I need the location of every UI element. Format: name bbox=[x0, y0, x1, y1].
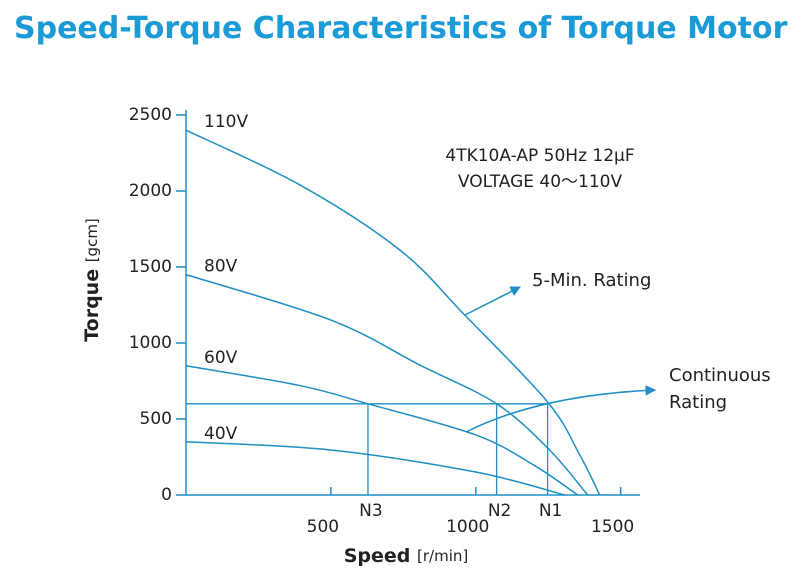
curve bbox=[185, 365, 579, 496]
annotation: Continuous bbox=[669, 365, 771, 386]
curve bbox=[185, 273, 589, 496]
x-unit: [r/min] bbox=[417, 547, 468, 565]
x-label: Speed bbox=[344, 545, 411, 567]
speed-label: N3 bbox=[359, 501, 383, 521]
speed-label: N2 bbox=[488, 501, 512, 521]
annotation: Rating bbox=[669, 392, 727, 413]
annotation-arrow bbox=[464, 286, 521, 316]
chart-title: Speed-Torque Characteristics of Torque M… bbox=[14, 11, 788, 46]
series-label: 60V bbox=[204, 348, 238, 368]
series-label: 40V bbox=[204, 424, 238, 444]
y-label: Torque bbox=[81, 269, 103, 342]
y-tick-label: 500 bbox=[140, 409, 172, 429]
annotation: 5-Min. Rating bbox=[532, 270, 651, 291]
x-tick-label: 1500 bbox=[591, 517, 634, 537]
y-tick-label: 1000 bbox=[129, 333, 172, 353]
series-label: 80V bbox=[204, 257, 238, 277]
y-tick-label: 1500 bbox=[129, 257, 172, 277]
model-line: VOLTAGE 40～110V bbox=[458, 172, 623, 192]
curve bbox=[185, 129, 601, 496]
x-axis-label: Speed [r/min] bbox=[344, 545, 469, 567]
y-unit: [gcm] bbox=[83, 218, 101, 262]
y-tick-label: 2000 bbox=[129, 181, 172, 201]
x-tick-label: 1000 bbox=[446, 517, 489, 537]
annotation-arrow bbox=[465, 385, 657, 433]
speed-label: N1 bbox=[539, 501, 563, 521]
curve bbox=[185, 441, 565, 496]
x-tick-label: 500 bbox=[307, 517, 339, 537]
model-line: 4TK10A-AP 50Hz 12μF bbox=[445, 146, 634, 166]
series-label: 110V bbox=[204, 112, 248, 132]
y-tick-label: 2500 bbox=[129, 105, 172, 125]
y-tick-label: 0 bbox=[161, 485, 172, 505]
y-axis-label: Torque [gcm] bbox=[81, 218, 103, 342]
